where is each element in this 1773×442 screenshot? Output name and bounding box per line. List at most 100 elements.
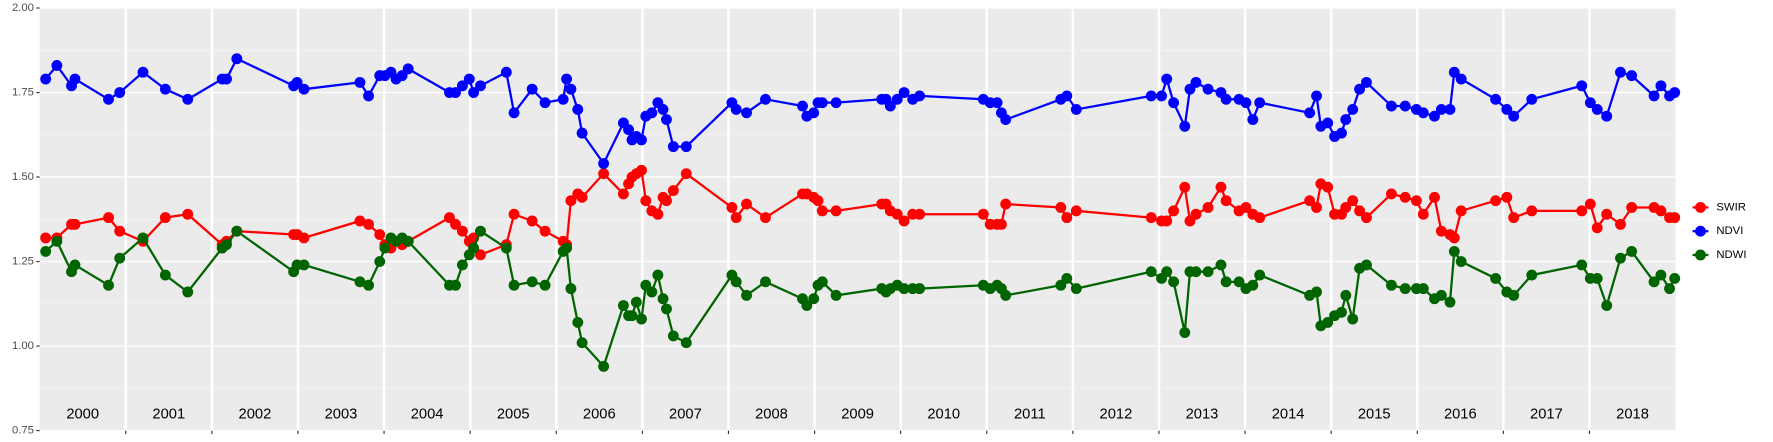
data-point [797, 100, 808, 112]
y-tick-label: 1.25 [12, 256, 34, 268]
data-point [1179, 120, 1191, 132]
year-label: 2009 [841, 407, 874, 423]
data-point [450, 87, 461, 98]
data-point [69, 218, 81, 230]
data-point [1336, 306, 1347, 318]
data-point [1455, 73, 1467, 85]
data-point [1161, 73, 1173, 85]
data-point [1508, 212, 1520, 224]
data-point [1490, 195, 1502, 207]
data-point [898, 283, 910, 295]
data-point [667, 185, 679, 197]
data-point [402, 235, 414, 247]
data-point [1202, 266, 1214, 278]
data-point [598, 360, 610, 372]
data-point [808, 293, 820, 305]
data-point [159, 269, 171, 281]
data-point [450, 279, 461, 291]
data-point [657, 293, 669, 305]
data-point [561, 242, 573, 254]
data-point [1347, 195, 1359, 207]
y-tick-label: 1.75 [12, 87, 34, 99]
data-point [1340, 114, 1352, 126]
data-point [741, 198, 752, 210]
year-label: 2017 [1530, 407, 1563, 423]
data-point [680, 168, 692, 180]
data-point [730, 103, 742, 115]
data-point [1410, 195, 1422, 207]
data-point [1168, 205, 1180, 217]
year-label: 2013 [1186, 407, 1219, 423]
data-point [1304, 195, 1316, 207]
data-point [1399, 283, 1411, 295]
data-point [374, 229, 386, 240]
data-point [40, 245, 52, 257]
data-point [1233, 276, 1245, 288]
data-point [801, 300, 813, 311]
data-point [1508, 110, 1520, 122]
data-point [137, 66, 149, 78]
year-label: 2000 [66, 407, 99, 423]
data-point [1240, 202, 1252, 213]
data-point [891, 93, 903, 105]
data-point [1526, 93, 1538, 105]
data-point [1455, 205, 1467, 217]
data-point [298, 83, 310, 95]
data-point [1526, 269, 1538, 281]
data-point [1061, 212, 1073, 224]
y-tick-label: 1.50 [12, 171, 34, 183]
data-point [1664, 283, 1675, 295]
data-point [572, 103, 584, 115]
data-point [1061, 273, 1073, 284]
data-point [730, 212, 742, 224]
data-point [646, 286, 658, 298]
data-point [898, 87, 910, 98]
year-label: 2010 [927, 407, 960, 423]
data-point [1254, 97, 1266, 109]
data-point [379, 242, 391, 254]
data-point [661, 114, 672, 126]
data-point [661, 303, 672, 315]
data-point [1202, 83, 1214, 95]
data-point [363, 90, 374, 102]
data-point [626, 310, 638, 322]
data-point [231, 53, 243, 65]
year-label: 2004 [411, 407, 444, 423]
data-point [1000, 198, 1012, 210]
year-label: 2002 [239, 407, 272, 423]
data-point [726, 202, 738, 213]
data-point [816, 276, 828, 288]
data-point [1336, 127, 1347, 139]
data-point [1000, 114, 1012, 126]
data-point [1311, 286, 1322, 298]
legend-label: NDWI [1716, 249, 1746, 261]
data-point [884, 100, 896, 112]
data-point [617, 188, 629, 200]
data-point [468, 87, 480, 98]
data-point [1000, 289, 1012, 301]
data-point [1179, 327, 1191, 338]
data-point [1526, 205, 1538, 217]
data-point [652, 269, 664, 281]
data-point [576, 337, 588, 349]
data-point [508, 279, 520, 291]
data-point [1247, 279, 1259, 291]
data-point [1304, 107, 1316, 119]
data-point [891, 208, 903, 220]
data-point [1385, 100, 1397, 112]
data-point [1576, 259, 1588, 271]
data-point [1215, 181, 1227, 193]
data-point [1385, 279, 1397, 291]
legend-marker [1695, 249, 1706, 261]
data-point [816, 205, 828, 217]
data-point [565, 283, 577, 295]
data-point [977, 208, 989, 220]
data-point [657, 103, 669, 115]
data-point [291, 76, 303, 88]
data-point [1591, 103, 1603, 115]
data-point [1591, 273, 1603, 284]
data-point [1490, 273, 1502, 284]
data-point [1240, 97, 1252, 109]
